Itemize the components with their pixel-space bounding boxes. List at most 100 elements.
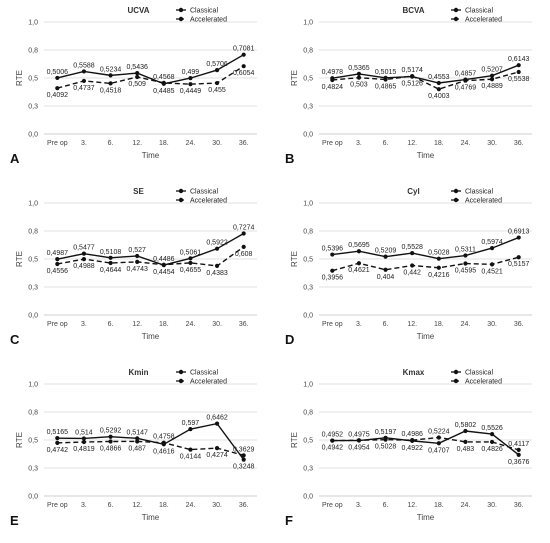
chart-title: Kmin <box>129 368 149 377</box>
data-label: 0,3956 <box>322 275 344 282</box>
data-point-accelerated <box>463 439 468 445</box>
legend-label: Classical <box>190 8 218 15</box>
chart-panel-b: 0,0 0,3 0,5 0,8 1,0 Pre op 3. 6. 12. 18. 24. 30. 36.… <box>285 6 532 166</box>
y-tick-label: 0,8 <box>303 410 313 417</box>
data-point-classical <box>108 434 113 439</box>
y-tick-label: 0,3 <box>303 466 313 473</box>
x-tick-label: 3. <box>356 140 362 147</box>
panel-label: F <box>285 513 293 528</box>
data-label: 0,5147 <box>126 429 148 436</box>
chart-panel-c: 0,0 0,3 0,5 0,8 1,0 Pre op 3. 6. 12. 18. 24. 30. 36.… <box>10 187 257 347</box>
legend-label: Classical <box>465 189 493 196</box>
x-axis-label: Time <box>142 332 160 341</box>
data-label: 0,4824 <box>322 84 344 91</box>
data-label: 0,4975 <box>348 431 370 438</box>
y-axis-label: RTE <box>15 70 24 86</box>
legend-item-classical: Classical <box>176 189 218 196</box>
series-line-accelerated <box>332 436 519 451</box>
data-label: 0,4987 <box>47 250 69 257</box>
data-label: 0,5165 <box>47 429 69 436</box>
data-point-accelerated <box>161 80 166 85</box>
data-label: 0,7274 <box>233 225 255 232</box>
x-tick-label: 24. <box>186 502 196 509</box>
data-point-classical <box>436 80 441 86</box>
data-point-classical <box>214 421 220 426</box>
x-tick-label: 30. <box>212 321 222 328</box>
data-point-classical <box>188 427 193 432</box>
y-axis-label: RTE <box>290 251 299 267</box>
x-tick-label: 3. <box>81 502 87 509</box>
x-tick-label: 36. <box>239 140 249 147</box>
data-label: 0,4003 <box>428 93 450 100</box>
legend-label: Accelerated <box>190 17 227 24</box>
data-point-classical <box>241 231 246 236</box>
panel-label: B <box>285 151 294 166</box>
data-label: 0,4737 <box>73 85 95 92</box>
data-label: 0,487 <box>128 445 146 452</box>
data-label: 0,3248 <box>233 464 255 471</box>
data-point-classical <box>356 71 362 77</box>
legend-marker <box>178 16 184 22</box>
data-label: 0,4857 <box>455 71 477 78</box>
legend-label: Accelerated <box>190 379 227 386</box>
data-point-classical <box>135 436 140 441</box>
data-label: 0,509 <box>128 81 146 88</box>
y-tick-label: 0,5 <box>303 76 313 83</box>
series-line-classical <box>57 232 245 266</box>
data-point-classical <box>188 76 193 81</box>
data-label: 0,5538 <box>508 76 530 83</box>
data-label: 0,4819 <box>73 446 95 453</box>
data-label: 0,4826 <box>481 446 503 453</box>
data-point-accelerated <box>410 438 415 443</box>
x-tick-label: 18. <box>434 502 444 509</box>
data-point-accelerated <box>516 255 521 260</box>
series-line-classical <box>57 422 245 461</box>
series-line-accelerated <box>332 71 519 90</box>
data-point-classical <box>81 251 87 256</box>
y-axis-label: RTE <box>290 70 299 86</box>
data-point-accelerated <box>81 439 87 445</box>
data-label: 0,5695 <box>348 242 370 249</box>
data-label: 0,4521 <box>481 268 503 275</box>
legend-marker <box>178 369 184 375</box>
data-label: 0,5006 <box>47 69 69 76</box>
data-point-accelerated <box>188 260 193 265</box>
legend-marker <box>453 188 459 194</box>
data-label: 0,5588 <box>73 62 95 69</box>
y-tick-label: 0,8 <box>303 48 313 55</box>
data-label: 0,5207 <box>481 67 503 74</box>
data-point-classical <box>188 256 193 261</box>
x-tick-label: 6. <box>108 140 114 147</box>
x-tick-label: 24. <box>461 502 471 509</box>
y-tick-label: 0,5 <box>28 257 38 264</box>
data-point-accelerated <box>436 435 441 440</box>
data-label: 0,5061 <box>180 249 202 256</box>
x-tick-label: 18. <box>159 321 169 328</box>
data-point-accelerated <box>516 447 521 452</box>
legend-marker <box>453 369 459 375</box>
data-point-classical <box>55 75 60 81</box>
data-label: 0,527 <box>128 247 146 254</box>
panel-label: A <box>10 151 20 166</box>
data-point-accelerated <box>135 439 140 444</box>
y-tick-label: 0,8 <box>28 229 38 236</box>
data-label: 0,4274 <box>206 452 228 459</box>
data-point-accelerated <box>516 69 521 75</box>
data-point-accelerated <box>55 261 60 267</box>
legend-item-classical: Classical <box>451 370 493 377</box>
y-tick-label: 1,0 <box>28 201 38 208</box>
data-label: 0,4616 <box>153 448 175 455</box>
data-label: 0,4954 <box>348 445 370 452</box>
legend-marker <box>453 7 459 13</box>
legend-label: Accelerated <box>190 198 227 205</box>
data-label: 0,5922 <box>206 240 228 247</box>
data-label: 0,5365 <box>348 65 370 72</box>
legend-item-classical: Classical <box>451 8 493 15</box>
data-label: 0,4117 <box>508 441 529 448</box>
y-tick-label: 0,8 <box>28 410 38 417</box>
data-label: 0,4986 <box>401 431 423 438</box>
y-tick-label: 0,0 <box>28 313 38 320</box>
y-tick-label: 0,0 <box>303 132 313 139</box>
x-axis-label: Time <box>142 151 160 160</box>
x-axis-label: Time <box>417 151 435 160</box>
